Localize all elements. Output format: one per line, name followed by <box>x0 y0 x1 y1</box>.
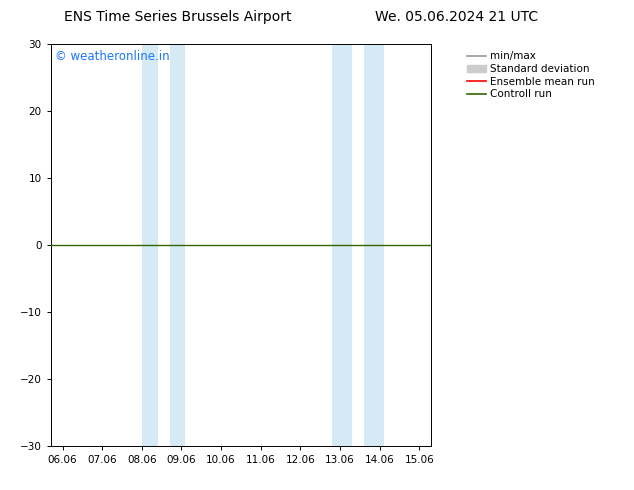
Legend: min/max, Standard deviation, Ensemble mean run, Controll run: min/max, Standard deviation, Ensemble me… <box>465 49 597 101</box>
Bar <box>142 44 158 446</box>
Text: ENS Time Series Brussels Airport: ENS Time Series Brussels Airport <box>64 10 291 24</box>
Bar <box>332 44 352 446</box>
Bar <box>364 44 384 446</box>
Text: © weatheronline.in: © weatheronline.in <box>55 50 169 63</box>
Text: We. 05.06.2024 21 UTC: We. 05.06.2024 21 UTC <box>375 10 538 24</box>
Bar <box>169 44 185 446</box>
